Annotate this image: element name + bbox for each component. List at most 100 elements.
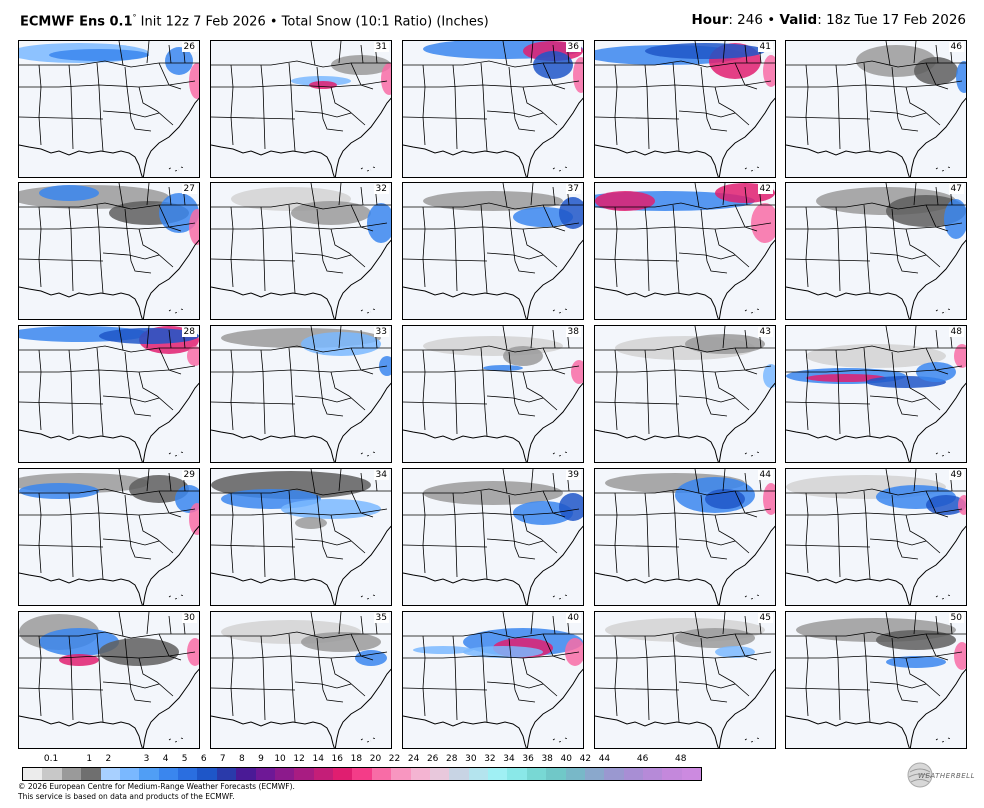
coastline (142, 97, 199, 177)
coastline (718, 668, 775, 748)
state-border (863, 204, 871, 294)
state-border (211, 258, 296, 262)
legend-tick-label: 2 (105, 754, 112, 764)
legend-tick-label: 36 (522, 754, 534, 764)
state-border (316, 208, 344, 274)
state-border (786, 687, 871, 691)
island-chain (935, 594, 952, 600)
island-chain (935, 451, 952, 457)
coastline (334, 382, 391, 462)
state-border (885, 326, 917, 351)
state-border (508, 637, 536, 703)
state-border (330, 371, 366, 411)
gulf-coastline (19, 715, 143, 748)
member-number: 32 (373, 184, 389, 194)
gulf-coastline (403, 429, 527, 462)
legend-color-swatch (681, 768, 702, 780)
state-border (102, 252, 160, 260)
snow-area (301, 332, 381, 356)
state-border (316, 351, 344, 417)
gulf-coastline (595, 572, 719, 605)
state-border (288, 62, 296, 152)
state-border (124, 208, 152, 274)
state-border (294, 538, 352, 546)
snow-area (914, 57, 958, 85)
state-border (138, 371, 174, 411)
snow-area (944, 199, 966, 239)
snow-area (49, 49, 149, 61)
state-border (885, 41, 917, 66)
coastline (526, 382, 583, 462)
snow-area (565, 638, 583, 666)
state-border (96, 347, 104, 437)
snow-area (189, 503, 199, 535)
state-border (96, 62, 104, 152)
island-chain (360, 594, 377, 600)
legend-tick-label: 20 (369, 754, 382, 764)
state-border (310, 612, 342, 637)
state-border (350, 62, 374, 90)
member-map-graphic (595, 612, 775, 748)
legend-color-swatch (81, 768, 101, 780)
state-border (260, 635, 266, 721)
state-border (19, 258, 104, 262)
state-border (502, 469, 534, 494)
snow-area (423, 191, 563, 211)
state-border (288, 490, 296, 580)
member-map-graphic (786, 41, 966, 177)
ensemble-member-map: 37 (402, 182, 584, 320)
gulf-coastline (595, 429, 719, 462)
state-border (734, 347, 758, 375)
state-border (211, 401, 296, 405)
ensemble-member-map: 39 (402, 468, 584, 606)
state-border (288, 633, 296, 723)
coastline (142, 382, 199, 462)
coastline (334, 97, 391, 177)
coastline (718, 239, 775, 319)
state-border (211, 80, 388, 88)
legend-color-swatch (255, 768, 275, 780)
island-chain (360, 737, 377, 743)
legend-tick-label: 12 (293, 754, 305, 764)
state-border (678, 252, 736, 260)
state-border (700, 494, 728, 560)
state-border (19, 508, 196, 516)
state-border (19, 651, 196, 659)
member-number: 50 (948, 613, 964, 623)
member-map-graphic (211, 612, 391, 748)
state-border (678, 110, 736, 118)
state-border (138, 86, 174, 126)
state-border (700, 208, 728, 274)
member-map-graphic (211, 326, 391, 462)
state-border (734, 204, 758, 232)
snow-area (886, 656, 946, 668)
legend-color-swatch (526, 768, 547, 780)
island-chain (168, 737, 185, 743)
snow-area (309, 81, 337, 89)
state-border (734, 490, 758, 518)
state-border (260, 206, 266, 292)
state-border (480, 62, 488, 152)
snow-area (685, 334, 765, 354)
header: ECMWF Ens 0.1° Init 12z 7 Feb 2026 • Tot… (0, 0, 984, 36)
state-border (522, 86, 558, 126)
state-border (118, 612, 150, 637)
ensemble-member-map: 44 (594, 468, 776, 606)
member-map-graphic (403, 183, 583, 319)
legend-color-swatch (23, 768, 43, 780)
state-border (694, 326, 726, 351)
snow-area (763, 364, 775, 388)
member-number: 47 (948, 184, 964, 194)
state-border (403, 222, 580, 230)
state-border (452, 206, 458, 292)
snow-area (129, 475, 189, 503)
member-number: 26 (181, 42, 197, 52)
state-border (694, 612, 726, 637)
snow-area (954, 642, 966, 670)
state-border (869, 395, 927, 403)
member-number: 29 (181, 470, 197, 480)
island-chain (744, 166, 761, 172)
state-border (700, 66, 728, 132)
legend-color-swatch (216, 768, 237, 780)
legend-tick-label: 48 (675, 754, 687, 764)
